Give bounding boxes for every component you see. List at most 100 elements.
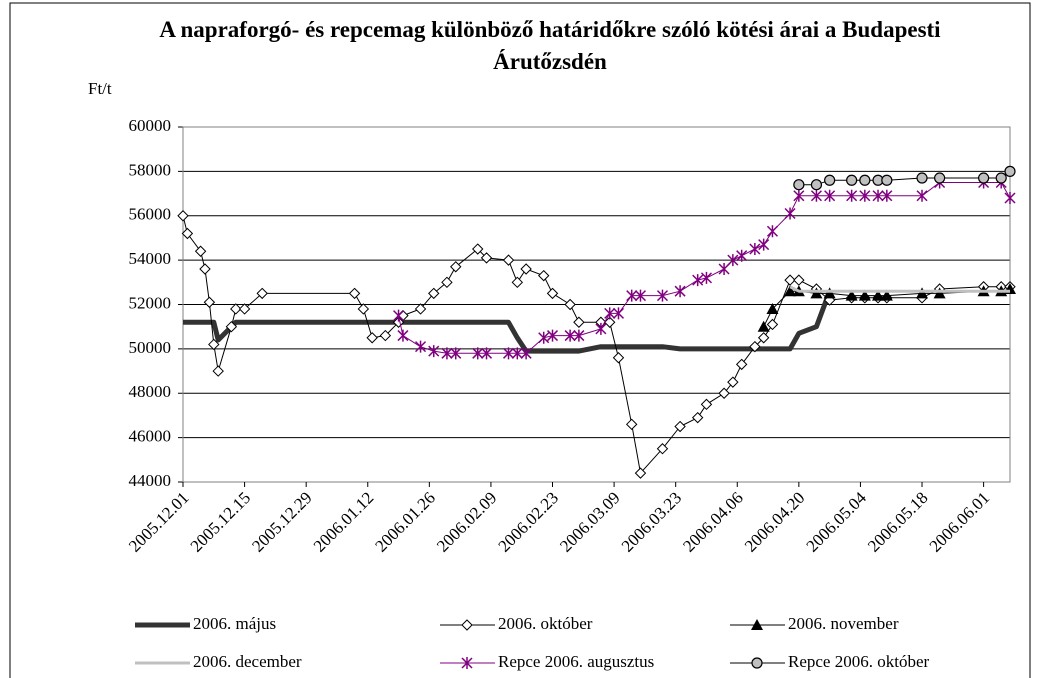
triangle-marker [757, 320, 770, 332]
star-marker [824, 189, 836, 202]
diamond-marker [511, 276, 524, 289]
circle-marker [916, 172, 928, 184]
star-marker [511, 347, 523, 360]
diamond-marker [573, 316, 585, 328]
legend-item: Repce 2006. augusztus [440, 652, 654, 671]
triangle-marker [751, 619, 763, 630]
star-marker [656, 289, 669, 302]
x-tick-label: 2005.12.29 [248, 488, 316, 556]
star-marker [480, 347, 493, 360]
legend-item: 2006. december [135, 652, 302, 671]
circle-marker [793, 179, 805, 191]
triangle-marker [784, 285, 797, 297]
diamond-marker [691, 411, 704, 424]
triangle-marker [916, 287, 929, 299]
circle-marker [846, 174, 858, 186]
x-tick-label: 2006.02.09 [433, 488, 501, 556]
circle-marker [824, 174, 836, 186]
diamond-marker [472, 243, 484, 255]
star-marker [810, 189, 822, 202]
y-tick-label: 46000 [129, 427, 172, 446]
y-tick-label: 56000 [129, 205, 172, 224]
y-tick-label: 44000 [129, 471, 172, 490]
diamond-marker [392, 316, 405, 328]
diamond-marker [564, 298, 576, 311]
x-tick-label: 2006.05.18 [864, 488, 932, 556]
circle-marker [934, 172, 946, 184]
circle-marker [810, 179, 823, 191]
diamond-marker [520, 263, 532, 275]
star-marker [573, 329, 585, 342]
diamond-marker [766, 318, 779, 331]
triangle-marker [858, 289, 871, 301]
diamond-marker [461, 619, 473, 631]
triangle-marker [872, 289, 885, 301]
chart-title: A napraforgó- és repcemag különböző hatá… [159, 17, 941, 74]
diamond-marker [238, 303, 251, 315]
star-marker [727, 254, 739, 267]
triangle-marker [845, 289, 858, 301]
star-marker [736, 249, 748, 262]
y-tick-label: 50000 [129, 338, 172, 357]
diamond-marker [256, 287, 268, 300]
y-tick-label: 52000 [129, 293, 172, 312]
diamond-marker [757, 332, 770, 344]
star-marker [450, 347, 462, 360]
diamond-marker [414, 303, 427, 315]
x-tick-label: 2006.04.20 [741, 488, 809, 556]
diamond-marker [357, 303, 370, 315]
diamond-marker [784, 274, 796, 286]
diamond-marker [194, 245, 207, 257]
circle-marker [978, 172, 990, 184]
star-marker [428, 345, 440, 358]
triangle-marker [933, 287, 946, 299]
circle-marker [1004, 165, 1016, 177]
diamond-marker [634, 467, 647, 479]
series-line [789, 285, 1010, 293]
legend-label: 2006. december [193, 652, 302, 671]
legend-item: Repce 2006. október [730, 652, 929, 671]
legend-item: 2006. május [135, 614, 276, 633]
diamond-marker [480, 252, 493, 264]
diamond-marker [718, 387, 730, 399]
star-marker [546, 329, 559, 342]
star-marker [415, 340, 427, 353]
star-marker [595, 322, 607, 335]
legend-label: Repce 2006. augusztus [498, 652, 654, 671]
diamond-marker [735, 358, 748, 371]
circle-marker [995, 172, 1007, 184]
star-marker [674, 285, 686, 298]
diamond-marker [450, 261, 462, 273]
diamond-marker [793, 274, 805, 286]
diamond-marker [441, 276, 453, 289]
star-marker [881, 189, 893, 202]
diamond-marker [212, 365, 224, 377]
x-tick-label: 2006.01.12 [310, 488, 378, 556]
star-marker [700, 271, 713, 284]
diamond-marker [230, 303, 242, 315]
x-tick-label: 2005.12.01 [125, 488, 193, 556]
star-marker [766, 225, 778, 238]
diamond-marker [612, 352, 625, 364]
star-marker [626, 289, 638, 302]
x-tick-label: 2006.05.04 [802, 488, 870, 556]
star-marker [859, 189, 871, 202]
triangle-marker [823, 287, 836, 299]
x-tick-label: 2005.12.15 [187, 488, 255, 556]
diamond-marker [208, 338, 220, 351]
y-tick-label: 58000 [129, 160, 172, 179]
star-marker [441, 347, 453, 360]
diamond-marker [225, 320, 238, 333]
legend-label: Repce 2006. október [788, 652, 929, 671]
x-tick-label: 2006.02.23 [495, 488, 563, 556]
y-tick-label: 48000 [129, 382, 172, 401]
y-tick-label: 60000 [129, 116, 172, 135]
x-tick-label: 2006.06.01 [926, 488, 994, 556]
circle-marker [881, 174, 893, 186]
star-marker [461, 657, 473, 669]
circle-marker [859, 174, 871, 186]
diamond-marker [181, 227, 194, 240]
star-marker [502, 347, 515, 360]
